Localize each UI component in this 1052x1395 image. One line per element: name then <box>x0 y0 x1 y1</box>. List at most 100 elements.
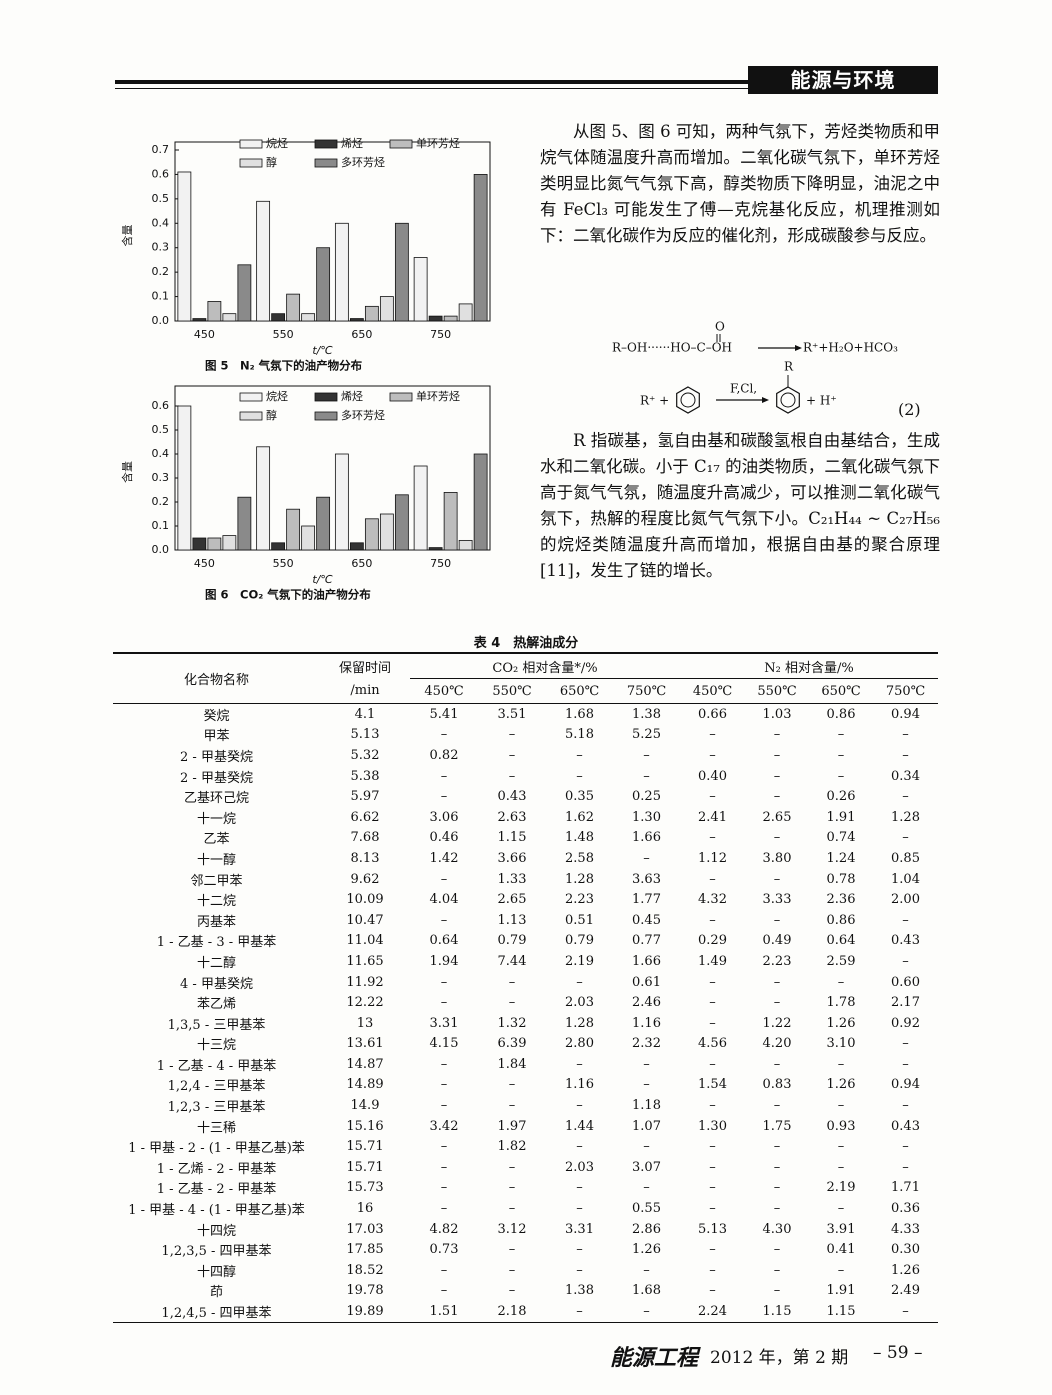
plot-frame <box>174 141 491 322</box>
table-cell: – <box>709 1180 716 1196</box>
legend-label: 醇 <box>266 408 277 422</box>
table-row: 1,3,5 - 三甲基苯 13 3.31 1.32 1.28 1.16 – 1.22 1.26 0… <box>113 1013 938 1034</box>
table-row: 十三稀 15.16 3.42 1.97 1.44 1.07 1.30 1.75 0.93 0.43 <box>113 1116 938 1137</box>
section-banner: 能源与环境 <box>748 66 938 94</box>
table-cell: 2.58 <box>565 850 594 866</box>
table-row: 十一烷 6.62 3.06 2.63 1.62 1.30 2.41 2.65 1.91 1.28 <box>113 807 938 828</box>
header-rule <box>115 88 750 89</box>
compound-name: 苯乙烯 <box>196 997 236 1013</box>
column-header: /min <box>350 683 380 699</box>
table-cell: – <box>576 1304 583 1320</box>
table-cell: 1.04 <box>891 871 920 887</box>
compound-name: 1 - 甲基 - 2 - (1 - 甲基乙基)苯 <box>128 1141 305 1157</box>
table-cell: 5.13 <box>350 727 380 743</box>
table-cell: 1.51 <box>429 1304 459 1320</box>
table-cell: – <box>773 995 781 1011</box>
bar <box>379 513 394 551</box>
table-cell: 3.31 <box>429 1015 459 1031</box>
table-row: 十四烷 17.03 4.82 3.12 3.31 2.86 5.13 4.30 3.91 4.33 <box>113 1219 938 1240</box>
table-cell: 1.78 <box>826 995 856 1011</box>
table-cell: – <box>508 1201 516 1217</box>
table-cell: 1.32 <box>497 1015 527 1031</box>
table-cell: – <box>508 1242 516 1258</box>
y-tick-label: 0.5 <box>152 423 170 436</box>
table-cell: 2.49 <box>891 1283 920 1299</box>
table-cell: 10.47 <box>346 912 384 928</box>
bar <box>458 303 473 322</box>
table-cell: 0.30 <box>891 1242 920 1258</box>
table-cell: – <box>837 727 845 743</box>
table-cell: 0.35 <box>565 789 594 805</box>
table-cell: 4.1 <box>354 706 376 722</box>
table-body: 癸烷 4.1 5.41 3.51 1.68 1.38 0.66 1.03 0.86 0.94 甲苯 5… <box>113 704 939 1323</box>
table-cell: 3.12 <box>497 1221 527 1237</box>
table-cell: 1.91 <box>826 809 856 825</box>
x-tick-label: 450 <box>194 328 215 341</box>
table-cell: 1.66 <box>632 953 661 969</box>
table-cell: 15.16 <box>346 1118 384 1134</box>
table-cell: 0.45 <box>632 912 661 928</box>
table-cell: – <box>773 1201 781 1217</box>
table: 化合物名称 保留时间 CO₂ 相对含量*/% N₂ 相对含量/% /min 45… <box>113 652 939 1323</box>
legend-label: 单环芳烃 <box>416 136 460 150</box>
table-cell: – <box>902 830 909 846</box>
table-cell: 2.19 <box>565 953 594 969</box>
table-cell: 15.71 <box>346 1139 384 1155</box>
compound-name: 邻二甲苯 <box>190 873 243 889</box>
table-cell: 4.20 <box>762 1036 792 1052</box>
y-tick-label: 0.2 <box>152 265 170 278</box>
compound-name: 茚 <box>209 1285 223 1301</box>
table-cell: 4.32 <box>698 892 727 908</box>
table-cell: – <box>440 1159 448 1175</box>
legend-label: 烯烃 <box>341 390 363 403</box>
table-row: 1,2,3,5 - 四甲基苯 17.85 0.73 – – 1.26 – – 0.41 0.30 <box>113 1239 938 1260</box>
bar <box>428 547 443 551</box>
table-cell: 5.32 <box>350 747 380 763</box>
bar <box>192 318 207 322</box>
table-row: 2 - 甲基癸烷 5.38 – – – – 0.40 – – 0.34 <box>113 766 938 787</box>
column-header: N₂ 相对含量/% <box>680 653 939 679</box>
table-cell: 0.86 <box>826 912 856 928</box>
table-cell: – <box>643 1139 650 1155</box>
y-tick-label: 0.1 <box>152 519 170 532</box>
table-cell: – <box>508 1283 516 1299</box>
table-cell: 1.54 <box>698 1077 727 1093</box>
table-cell: 2.23 <box>762 953 792 969</box>
table-cell: 2.63 <box>497 809 527 825</box>
bar <box>334 222 349 322</box>
table-cell: – <box>508 1077 516 1093</box>
table-cell: – <box>709 1098 716 1114</box>
table-cell: 7.68 <box>350 830 380 846</box>
table-cell: – <box>576 1056 583 1072</box>
table-row: 十二烷 10.09 4.04 2.65 2.23 1.77 4.32 3.33 2.36 2.00 <box>113 889 938 910</box>
table-cell: – <box>837 1139 845 1155</box>
compound-name: 1,2,3 - 三甲基苯 <box>167 1100 266 1116</box>
table-cell: 1.71 <box>891 1180 920 1196</box>
table-cell: 15.71 <box>346 1159 384 1175</box>
table-cell: 1.62 <box>565 809 594 825</box>
table-cell: – <box>902 953 909 969</box>
table-cell: 13.61 <box>346 1036 384 1052</box>
y-axis-label: 含量 <box>120 225 134 247</box>
table-cell: – <box>709 1056 716 1072</box>
column-header: 450℃ <box>692 683 733 699</box>
bar <box>271 313 286 322</box>
bar <box>177 405 192 551</box>
column-header: 保留时间 <box>338 660 391 676</box>
bar <box>473 453 488 551</box>
table-row: 1 - 甲基 - 4 - (1 - 甲基乙基)苯 16 – – – 0.55 – – – 0.36 <box>113 1198 938 1219</box>
table-cell: 1.03 <box>762 706 792 722</box>
bar <box>458 539 473 551</box>
table-cell: – <box>709 789 716 805</box>
table-cell: 1.48 <box>565 830 594 846</box>
table-cell: 1.49 <box>698 953 727 969</box>
legend-swatch <box>389 139 413 149</box>
table-cell: – <box>773 974 781 990</box>
table-cell: 1.28 <box>565 1015 594 1031</box>
table-cell: – <box>440 871 448 887</box>
table-cell: 0.43 <box>497 789 527 805</box>
compound-name: 十四醇 <box>196 1264 236 1280</box>
bar <box>286 293 301 322</box>
table-row: 苯乙烯 12.22 – – 2.03 2.46 – – 1.78 2.17 <box>113 992 938 1013</box>
table-cell: – <box>773 1056 781 1072</box>
